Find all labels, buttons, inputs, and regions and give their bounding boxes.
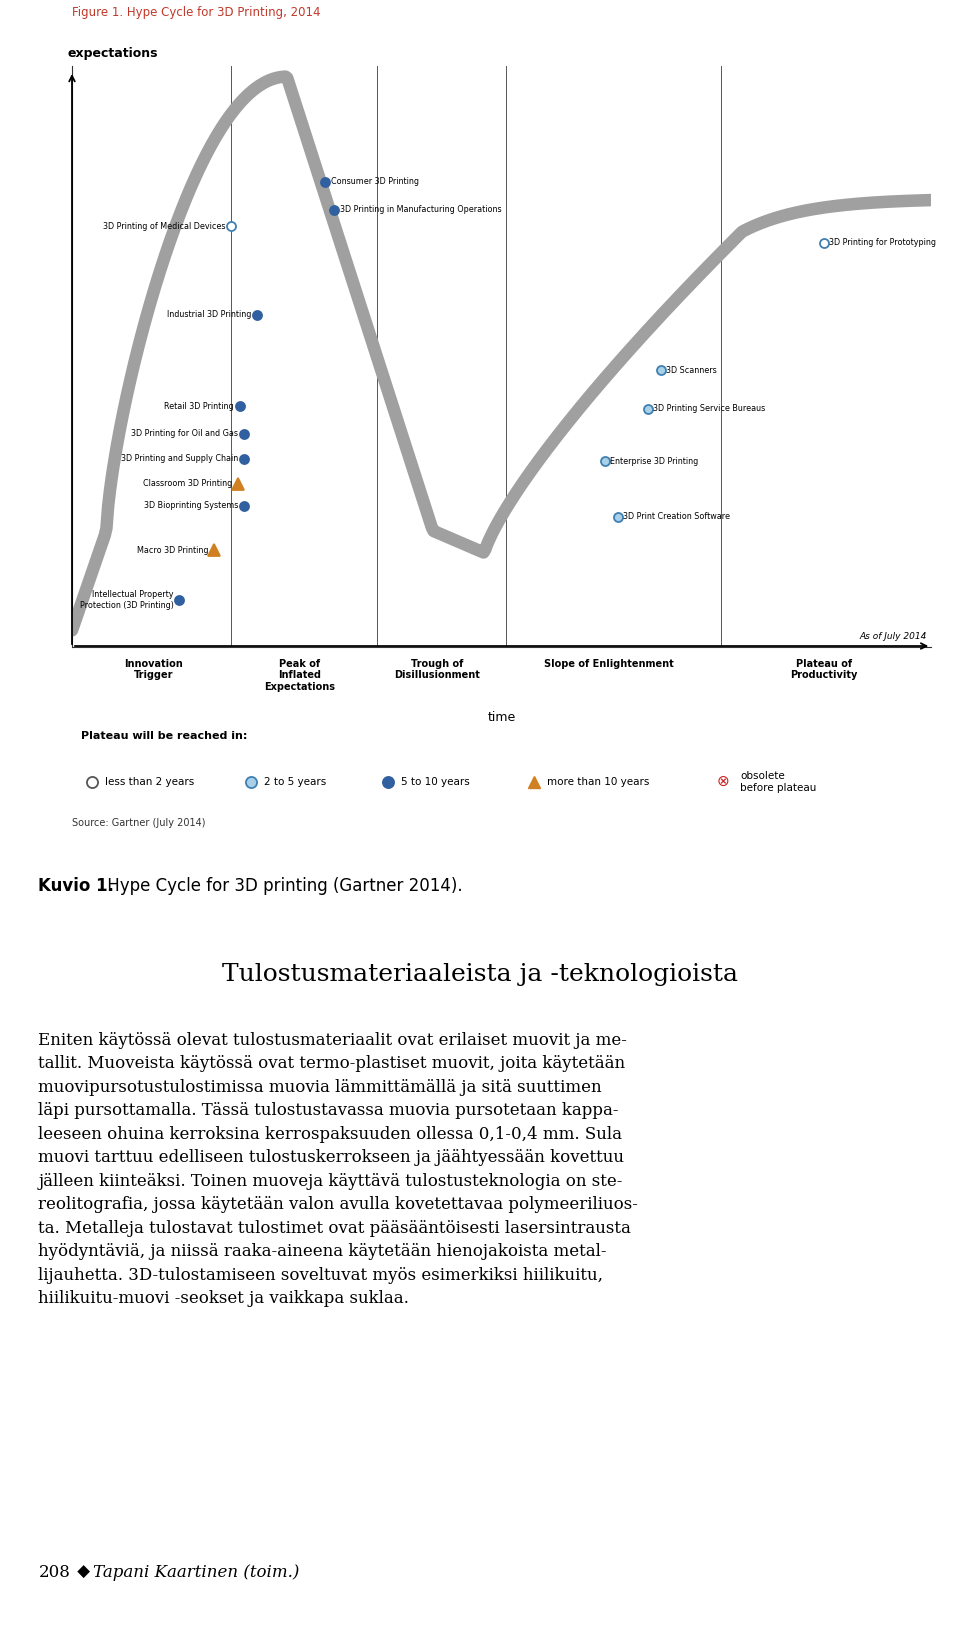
Text: Retail 3D Printing: Retail 3D Printing <box>164 401 234 411</box>
Text: Innovation
Trigger: Innovation Trigger <box>124 658 183 680</box>
Text: Kuvio 1.: Kuvio 1. <box>38 878 114 894</box>
Text: 3D Print Creation Software: 3D Print Creation Software <box>623 513 731 521</box>
Text: Industrial 3D Printing: Industrial 3D Printing <box>167 310 252 319</box>
Text: 3D Bioprinting Systems: 3D Bioprinting Systems <box>144 501 238 511</box>
Text: Enterprise 3D Printing: Enterprise 3D Printing <box>611 457 699 465</box>
Text: Plateau will be reached in:: Plateau will be reached in: <box>81 731 247 740</box>
Text: 3D Printing Service Bureaus: 3D Printing Service Bureaus <box>653 405 765 413</box>
Text: Source: Gartner (July 2014): Source: Gartner (July 2014) <box>72 819 205 829</box>
Text: 3D Printing and Supply Chain: 3D Printing and Supply Chain <box>121 454 238 464</box>
Text: As of July 2014: As of July 2014 <box>859 632 927 640</box>
Text: more than 10 years: more than 10 years <box>547 776 650 786</box>
Text: 3D Printing of Medical Devices: 3D Printing of Medical Devices <box>103 221 226 231</box>
Text: Tapani Kaartinen (toim.): Tapani Kaartinen (toim.) <box>93 1564 300 1581</box>
Text: expectations: expectations <box>68 48 158 61</box>
Text: 2 to 5 years: 2 to 5 years <box>264 776 325 786</box>
Text: Trough of
Disillusionment: Trough of Disillusionment <box>395 658 480 680</box>
Text: Intellectual Property
Protection (3D Printing): Intellectual Property Protection (3D Pri… <box>80 590 174 609</box>
Text: Figure 1. Hype Cycle for 3D Printing, 2014: Figure 1. Hype Cycle for 3D Printing, 20… <box>72 7 321 20</box>
Text: time: time <box>488 711 516 724</box>
Text: 3D Printing for Oil and Gas: 3D Printing for Oil and Gas <box>132 429 238 439</box>
Text: Tulostusmateriaaleista ja -teknologioista: Tulostusmateriaaleista ja -teknologioist… <box>222 963 738 986</box>
Text: 3D Scanners: 3D Scanners <box>666 365 717 375</box>
Text: Consumer 3D Printing: Consumer 3D Printing <box>331 177 419 187</box>
Text: 3D Printing for Prototyping: 3D Printing for Prototyping <box>829 238 936 247</box>
Text: 5 to 10 years: 5 to 10 years <box>401 776 469 786</box>
Text: ⊗: ⊗ <box>716 775 730 790</box>
Text: ◆: ◆ <box>72 1564 95 1581</box>
Text: Classroom 3D Printing: Classroom 3D Printing <box>143 480 232 488</box>
Text: Peak of
Inflated
Expectations: Peak of Inflated Expectations <box>264 658 335 691</box>
Text: Hype Cycle for 3D printing (Gartner 2014).: Hype Cycle for 3D printing (Gartner 2014… <box>102 878 463 894</box>
Text: Plateau of
Productivity: Plateau of Productivity <box>790 658 857 680</box>
Text: obsolete
before plateau: obsolete before plateau <box>740 771 817 793</box>
Text: Slope of Enlightenment: Slope of Enlightenment <box>544 658 674 668</box>
Text: less than 2 years: less than 2 years <box>105 776 194 786</box>
Text: 208: 208 <box>38 1564 70 1581</box>
Text: Macro 3D Printing: Macro 3D Printing <box>136 545 208 555</box>
Text: Eniten käytössä olevat tulostusmateriaalit ovat erilaiset muovit ja me-
tallit. : Eniten käytössä olevat tulostusmateriaal… <box>38 1032 638 1307</box>
Text: 3D Printing in Manufacturing Operations: 3D Printing in Manufacturing Operations <box>340 205 501 215</box>
